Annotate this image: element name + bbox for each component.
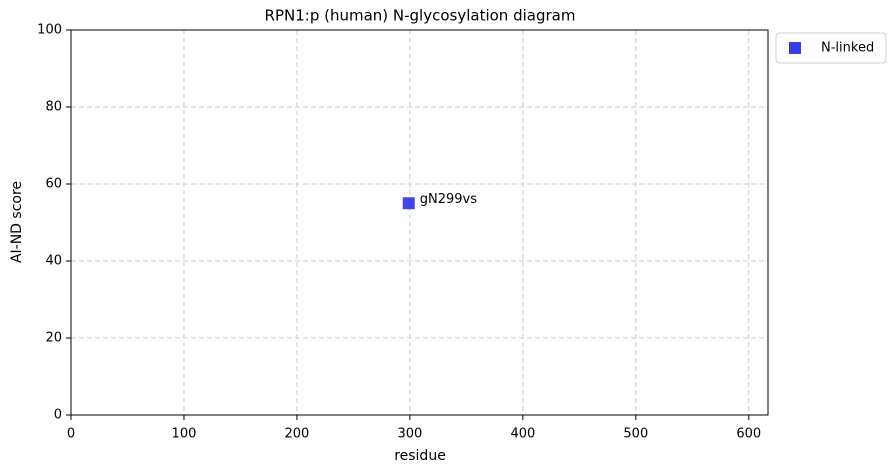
chart-title: RPN1:p (human) N-glycosylation diagram [265,7,576,25]
plot-frame [70,29,769,416]
x-tick-label: 0 [67,427,75,442]
y-tick-label: 60 [45,177,62,192]
x-tick-label: 400 [510,427,535,442]
y-tick-label: 0 [54,408,62,423]
x-tick-label: 600 [736,427,761,442]
x-tick-label: 200 [285,427,310,442]
point-label: gN299vs [420,192,477,207]
y-tick-label: 40 [45,254,62,269]
legend-label: N-linked [821,41,874,56]
x-axis-label: residue [394,448,446,464]
x-tick-label: 300 [397,427,422,442]
x-tick-label: 500 [623,427,648,442]
point [402,197,415,210]
y-tick-label: 100 [37,23,62,38]
y-axis-label: AI-ND score [9,181,25,263]
y-tick-label: 20 [45,331,62,346]
y-tick-label: 80 [45,100,62,115]
legend-marker [789,42,801,54]
x-tick-label: 100 [172,427,197,442]
legend-box [775,32,887,64]
